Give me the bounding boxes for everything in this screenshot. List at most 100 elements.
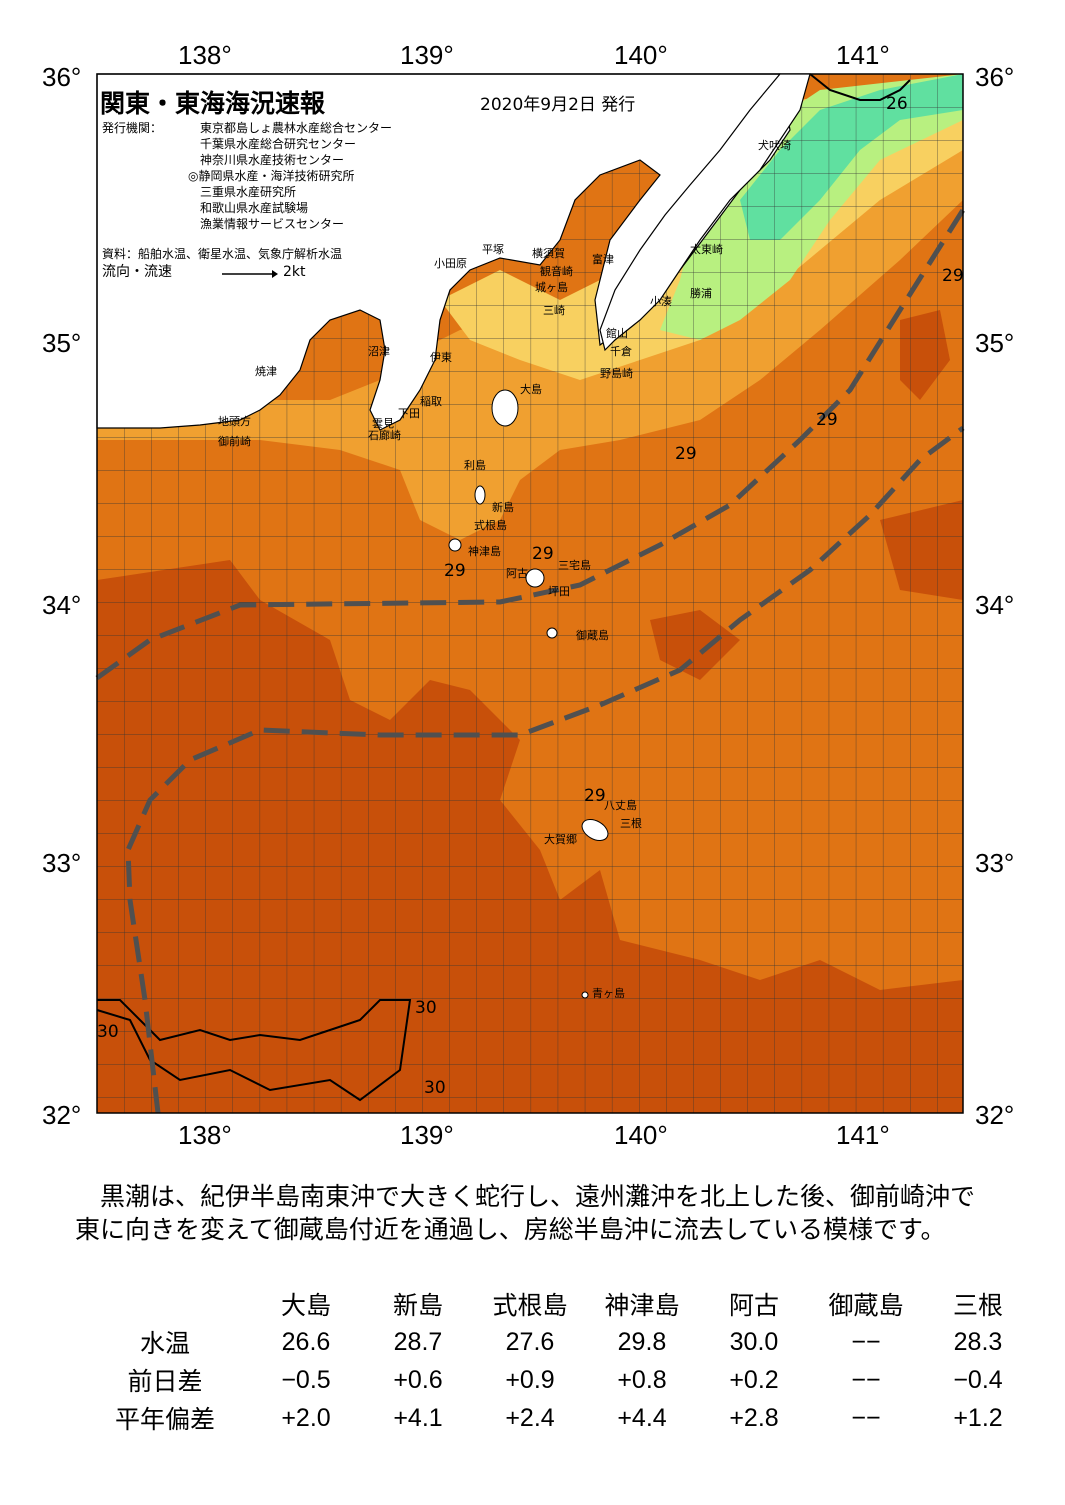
place-jitogata: 地頭方 (218, 415, 251, 428)
lon-label-top-139: 139° (400, 40, 454, 70)
lon-label-top-140: 140° (614, 40, 668, 70)
lat-label-right-34: 34° (975, 590, 1015, 620)
row-header: 水温 (139, 1330, 190, 1358)
table-cell: +4.1 (393, 1403, 443, 1432)
place-misaki: 三崎 (543, 304, 565, 317)
issuer-list: 東京都島しょ農林水産総合センター 千葉県水産総合研究センター 神奈川県水産技術セ… (188, 120, 392, 232)
table-cell: 29.8 (617, 1327, 667, 1356)
table-cell: −− (851, 1365, 881, 1394)
lon-label-bottom-140: 140° (614, 1120, 668, 1150)
issuer-2: 千葉県水産総合研究センター (200, 137, 357, 151)
island-mikura (546, 627, 558, 639)
island-oshima (491, 389, 519, 427)
place-miyakejima: 三宅島 (558, 559, 591, 572)
issuer-label: 発行機関： (102, 121, 163, 135)
isotherm-label-29-c: 29 (675, 444, 697, 464)
place-tsubota: 坪田 (548, 585, 570, 598)
place-mitsune: 三根 (620, 817, 642, 830)
table-cell: 26.6 (281, 1327, 331, 1356)
place-taitozaki: 太東崎 (690, 243, 723, 256)
island-miyake (525, 568, 545, 588)
lat-label-right-35: 35° (975, 328, 1015, 358)
island-hachijo (581, 819, 609, 841)
table-row: 平年偏差 +2.0 +4.1 +2.4 +4.4 +2.8 −− +1.2 (80, 1399, 1034, 1437)
commentary-line-1: 黒潮は、紀伊半島南東沖で大きく蛇行し、遠州灘沖を北上した後、御前崎沖で (100, 1182, 976, 1211)
place-mikurajima: 御蔵島 (576, 629, 609, 642)
place-kominato: 小湊 (650, 295, 672, 308)
place-jogashima: 城ヶ島 (535, 281, 568, 294)
table-cell: −0.4 (953, 1365, 1003, 1394)
current-arrow-icon (222, 270, 278, 278)
table-header-row: 大島 新島 式根島 神津島 阿古 御蔵島 三根 (80, 1285, 1034, 1323)
table-cell: −0.5 (281, 1365, 331, 1394)
lat-label-right-32: 32° (975, 1100, 1015, 1130)
place-kozushima: 神津島 (468, 545, 501, 558)
lon-label-top-138: 138° (178, 40, 232, 70)
lat-label-left-33: 33° (42, 848, 82, 878)
land-boso (599, 73, 811, 352)
table-cell: +0.8 (617, 1365, 667, 1394)
isotherm-label-29-ne: 29 (942, 266, 964, 286)
place-niijima: 新島 (492, 501, 514, 514)
place-futtsu: 富津 (592, 253, 614, 266)
map-title: 関東・東海海況速報 (100, 89, 326, 118)
place-chikura: 千倉 (610, 345, 632, 358)
place-oshima: 大島 (520, 383, 542, 396)
table-cell: +0.9 (505, 1365, 555, 1394)
row-header: 前日差 (127, 1368, 203, 1396)
isotherm-label-29-kozu: 29 (444, 561, 466, 581)
place-toshima: 利島 (464, 459, 486, 472)
place-hachijojima: 八丈島 (604, 799, 637, 812)
column-header: 大島 (280, 1292, 331, 1320)
place-kumomi: 雲見 (372, 417, 394, 430)
island-niijima (474, 485, 486, 505)
lon-label-bottom-141: 141° (836, 1120, 890, 1150)
isotherm-label-29-e: 29 (816, 410, 838, 430)
place-shimoda: 下田 (398, 407, 420, 420)
table-cell: +1.2 (953, 1403, 1003, 1432)
lat-label-left-35: 35° (42, 328, 82, 358)
place-hiratsuka: 平塚 (482, 243, 504, 256)
isotherm-26 (809, 73, 911, 101)
place-inatori: 稲取 (420, 395, 442, 408)
table-cell: +4.4 (617, 1403, 667, 1432)
table-cell: 30.0 (729, 1327, 779, 1356)
place-irozaki: 石廊崎 (368, 429, 401, 442)
isotherm-label-29-miyake: 29 (532, 544, 554, 564)
issuer-6: 和歌山県水産試験場 (200, 201, 309, 215)
lon-label-bottom-139: 139° (400, 1120, 454, 1150)
place-katsuura: 勝浦 (690, 287, 712, 300)
place-inubozaki: 犬吠埼 (758, 139, 791, 152)
issuer-7: 漁業情報サービスセンター (200, 217, 345, 231)
issuer-3: 神奈川県水産技術センター (200, 153, 345, 167)
place-ito: 伊東 (430, 351, 452, 364)
place-ako: 阿古 (506, 567, 528, 580)
issuer-4: ◎静岡県水産・海洋技術研究所 (188, 169, 355, 183)
column-header: 神津島 (604, 1292, 680, 1320)
place-numazu: 沼津 (368, 345, 390, 358)
table-cell: 27.6 (505, 1327, 555, 1356)
kuroshio-axis-north (95, 208, 966, 681)
column-header: 三根 (952, 1292, 1003, 1320)
issue-date: 2020年9月2日 発行 (480, 95, 636, 115)
island-aogashima (581, 991, 589, 999)
table-cell: +0.2 (729, 1365, 779, 1394)
lat-label-right-36: 36° (975, 62, 1015, 92)
column-header: 御蔵島 (828, 1292, 904, 1320)
table-cell: 28.7 (393, 1327, 443, 1356)
lat-label-right-33: 33° (975, 848, 1015, 878)
table-cell: 28.3 (953, 1327, 1003, 1356)
table-cell: −− (851, 1327, 881, 1356)
isotherm-label-29-hachijo: 29 (584, 786, 606, 806)
issuer-1: 東京都島しょ農林水産総合センター (200, 121, 393, 135)
lat-label-left-32: 32° (42, 1100, 82, 1130)
place-okago: 大賀郷 (544, 833, 577, 846)
table-cell: +0.6 (393, 1365, 443, 1394)
column-header: 式根島 (492, 1292, 568, 1320)
data-sources: 資料：船舶水温、衛星水温、気象庁解析水温 (102, 247, 343, 261)
row-header: 平年偏差 (114, 1406, 215, 1434)
lon-label-top-141: 141° (836, 40, 890, 70)
place-yaizu: 焼津 (255, 365, 277, 378)
commentary-line-2: 東に向きを変えて御蔵島付近を通過し、房総半島沖に流去している模様です。 (75, 1215, 946, 1244)
place-tateyama: 館山 (606, 327, 628, 340)
